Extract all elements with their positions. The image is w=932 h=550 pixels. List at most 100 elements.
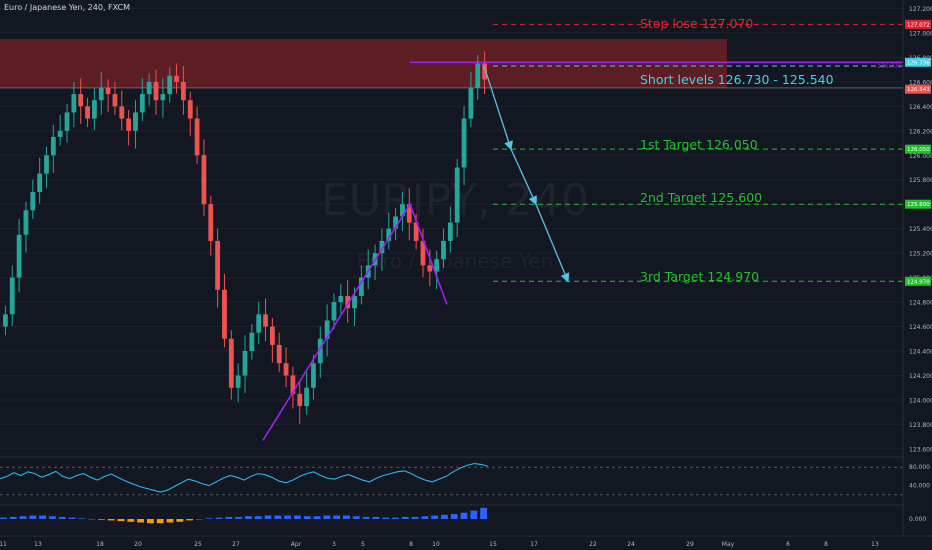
hist-bar	[470, 510, 478, 519]
histogram-pane: 0.000	[0, 504, 926, 524]
time-tick-label: 13	[871, 541, 879, 548]
candle-body	[358, 277, 364, 296]
candle-body	[105, 87, 111, 95]
price-tick-label: 124.000	[909, 397, 932, 404]
hist-bar	[29, 515, 37, 519]
candle-body	[324, 320, 330, 339]
time-tick-label: 18	[96, 541, 104, 548]
candle-body	[461, 118, 467, 168]
time-tick-label: 20	[134, 541, 142, 548]
candle-body	[304, 387, 310, 407]
candle-body	[420, 240, 426, 266]
candle-body	[406, 204, 412, 223]
candle-body	[126, 118, 132, 131]
candle-body	[160, 94, 166, 101]
projection-arrow	[510, 148, 537, 206]
zone-rect	[0, 39, 727, 88]
time-tick-label: Apr	[291, 541, 302, 548]
hist-bar	[480, 507, 488, 519]
time-tick-label: 27	[232, 541, 240, 548]
candle-body	[283, 363, 289, 376]
time-axis[interactable]: 11 13 18 20 25 27 Apr 3 5 8 10 15 17 22 24 29 May 6 8 13	[0, 535, 932, 548]
time-tick-label: 6	[786, 541, 790, 548]
candle-body	[23, 210, 29, 235]
price-tick-label: 125.400	[909, 226, 932, 233]
candle-body	[400, 204, 405, 217]
price-tag-label: 126.050	[907, 147, 930, 153]
candle-body	[276, 344, 282, 364]
price-axis[interactable]: 127.200127.000126.800126.600126.400126.2…	[902, 0, 932, 535]
hist-bar	[343, 515, 350, 519]
price-tick-label: 126.000	[909, 153, 932, 160]
candle-body	[311, 363, 316, 388]
hist-bar	[313, 516, 321, 519]
hist-bar	[107, 519, 115, 521]
time-tick-label: 10	[432, 541, 440, 548]
hist-bar	[58, 516, 66, 519]
price-tag	[905, 144, 931, 154]
hist-bar	[284, 515, 292, 519]
candle-body	[9, 277, 15, 315]
hist-bar	[460, 512, 468, 519]
hist-bar	[19, 516, 27, 519]
price-tag-label: 127.072	[907, 22, 930, 28]
stop-loss-label: Stop lose 127.070	[640, 16, 753, 31]
candle-body	[187, 100, 193, 119]
pattern-drawings[interactable]	[262, 65, 570, 441]
candle-body	[44, 155, 49, 174]
candle-body	[393, 216, 398, 229]
candle-body	[201, 155, 207, 205]
price-tag-label: 126.736	[907, 60, 930, 66]
price-tag-label: 126.543	[907, 87, 930, 93]
price-tag	[905, 276, 931, 286]
candle-body	[133, 112, 138, 131]
hist-bar	[88, 519, 96, 520]
target-1-label: 1st Target 126.050	[640, 137, 758, 152]
candle-body	[167, 75, 173, 95]
candle-body	[447, 222, 453, 241]
candle-body	[331, 302, 337, 321]
hist-bar	[411, 516, 419, 519]
short-tag-label: 126.736	[877, 63, 902, 70]
hist-bar	[49, 516, 56, 519]
candle-body	[249, 332, 255, 352]
hist-bar	[333, 515, 341, 519]
candle-body	[98, 87, 104, 101]
candle-body	[441, 240, 446, 260]
candle-body	[338, 295, 344, 303]
candle-body	[85, 106, 90, 119]
time-tick-label: 25	[194, 541, 202, 548]
hist-bar	[264, 515, 272, 519]
time-tick-label: 3	[332, 541, 336, 548]
hist-bar	[225, 516, 233, 519]
hist-bar	[382, 517, 390, 519]
hist-bar	[323, 515, 331, 519]
time-tick-label: 29	[686, 541, 694, 548]
candle-body	[71, 94, 77, 113]
hist-bar	[235, 516, 243, 519]
hist-bar	[215, 517, 223, 519]
candle-body	[386, 228, 392, 241]
hist-bar	[450, 514, 458, 519]
price-tick-label: 123.600	[909, 446, 932, 453]
price-tick-label: 127.000	[909, 30, 932, 37]
candle-body	[180, 81, 186, 101]
target-3-label: 3rd Target 124.970	[640, 269, 759, 284]
hist-bar	[127, 519, 135, 522]
candle-body	[454, 167, 460, 223]
price-tag-label: 125.600	[907, 202, 930, 208]
candle-body	[215, 240, 221, 290]
candle-body	[119, 106, 125, 119]
harmonic-path	[262, 202, 448, 441]
hist-bar	[392, 517, 399, 519]
candle-body	[317, 338, 323, 364]
hist-bar	[176, 519, 184, 522]
hist-bar	[431, 515, 439, 519]
candle-body	[139, 94, 145, 113]
trade-levels[interactable]	[410, 23, 903, 282]
hist-bar	[166, 519, 174, 523]
hist-bar	[147, 519, 154, 524]
candle-body	[222, 289, 227, 339]
candle-body	[194, 118, 200, 156]
